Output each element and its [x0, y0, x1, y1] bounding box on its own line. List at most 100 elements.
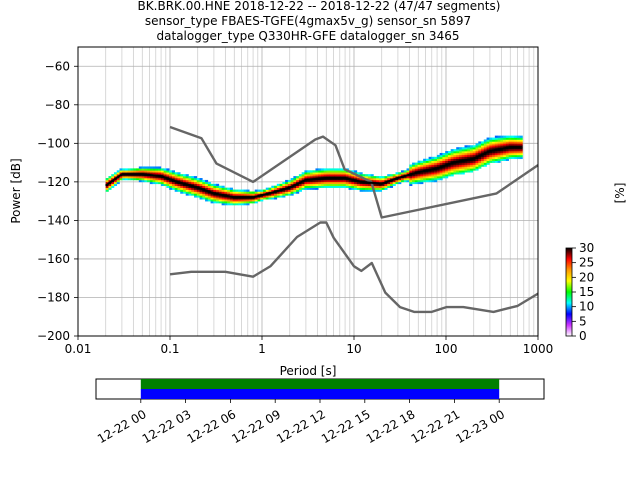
heatmap-cell [472, 166, 476, 169]
heatmap-cell [160, 179, 164, 183]
heatmap-cell [453, 156, 457, 160]
heatmap-cell [420, 162, 424, 165]
heatmap-cell [334, 170, 338, 173]
heatmap-cell [489, 141, 493, 144]
heatmap-cell [458, 151, 463, 154]
heatmap-cell [318, 185, 322, 188]
heatmap-cell [227, 197, 231, 200]
heatmap-cell [320, 179, 325, 183]
heatmap-cell [188, 176, 192, 179]
heatmap-cell [478, 141, 482, 144]
heatmap-cell [138, 170, 142, 173]
heatmap-cell [505, 143, 509, 146]
heatmap-cell [249, 193, 253, 196]
heatmap-cell [340, 183, 344, 187]
heatmap-cell [445, 152, 449, 156]
heatmap-cell [307, 174, 311, 177]
heatmap-cell [494, 156, 498, 160]
heatmap-cell [185, 193, 189, 196]
heatmap-cell [240, 189, 244, 192]
heatmap-cell [152, 172, 156, 175]
heatmap-cell [464, 154, 468, 158]
heatmap-cell [254, 193, 258, 196]
heatmap-cell [133, 168, 137, 171]
heatmap-cell [298, 176, 302, 179]
heatmap-cell [282, 191, 286, 194]
heatmap-cell [174, 178, 178, 181]
x-axis-label: Period [s] [280, 364, 337, 378]
heatmap-cell [431, 172, 435, 175]
heatmap-cell [434, 174, 438, 177]
heatmap-cell [332, 174, 336, 177]
heatmap-cell [434, 172, 438, 175]
heatmap-cell [458, 156, 463, 160]
heatmap-cell [268, 189, 272, 192]
heatmap-cell [210, 193, 214, 196]
heatmap-cell [309, 174, 313, 177]
y-tick-label: −60 [45, 59, 70, 73]
x-tick-label: 10 [346, 342, 361, 356]
heatmap-cell [450, 151, 454, 154]
heatmap-cell [481, 162, 485, 165]
heatmap-cell [461, 147, 465, 150]
heatmap-cell [470, 152, 474, 156]
heatmap-cell [180, 189, 184, 192]
heatmap-cell [461, 168, 465, 171]
heatmap-cell [373, 179, 377, 183]
heatmap-cell [182, 179, 187, 183]
heatmap-cell [514, 149, 518, 152]
heatmap-cell [425, 176, 429, 179]
heatmap-cell [414, 176, 418, 179]
heatmap-cell [425, 179, 429, 183]
heatmap-cell [475, 145, 479, 148]
heatmap-cell [483, 164, 487, 167]
heatmap-cell [271, 197, 275, 200]
heatmap-cell [182, 174, 187, 177]
heatmap-cell [420, 181, 424, 185]
heatmap-cell [475, 164, 479, 167]
heatmap-cell [381, 176, 385, 179]
heatmap-cell [434, 176, 438, 179]
heatmap-cell [373, 178, 377, 181]
heatmap-cell [260, 191, 264, 194]
heatmap-cell [483, 139, 487, 142]
heatmap-cell [149, 166, 153, 169]
heatmap-cell [505, 135, 509, 138]
heatmap-cell [519, 137, 523, 140]
heatmap-cell [326, 179, 330, 183]
heatmap-cell [177, 183, 181, 187]
heatmap-cell [158, 170, 162, 173]
heatmap-cell [384, 187, 388, 190]
heatmap-cell [406, 178, 410, 181]
heatmap-cell [232, 193, 236, 196]
heatmap-cell [348, 176, 352, 179]
heatmap-cell [505, 149, 509, 152]
heatmap-cell [166, 174, 170, 177]
heatmap-cell [478, 158, 482, 161]
heatmap-cell [329, 183, 333, 187]
heatmap-cell [434, 170, 438, 173]
heatmap-cell [414, 168, 418, 171]
heatmap-cell [376, 187, 380, 190]
heatmap-cell [453, 170, 457, 173]
heatmap-cell [492, 154, 496, 158]
heatmap-cell [246, 189, 250, 192]
heatmap-cell [160, 183, 164, 187]
heatmap-cell [282, 185, 286, 188]
heatmap-cell [185, 185, 189, 188]
heatmap-cell [486, 152, 490, 156]
heatmap-cell [354, 185, 358, 188]
heatmap-cell [492, 158, 496, 161]
heatmap-cell [320, 181, 325, 185]
heatmap-cell [428, 179, 432, 183]
heatmap-cell [392, 176, 396, 179]
heatmap-cell [464, 164, 468, 167]
heatmap-cell [467, 149, 471, 152]
heatmap-cell [359, 189, 363, 192]
heatmap-cell [287, 191, 291, 194]
heatmap-cell [516, 139, 520, 142]
heatmap-cell [503, 152, 507, 156]
heatmap-cell [290, 179, 294, 183]
